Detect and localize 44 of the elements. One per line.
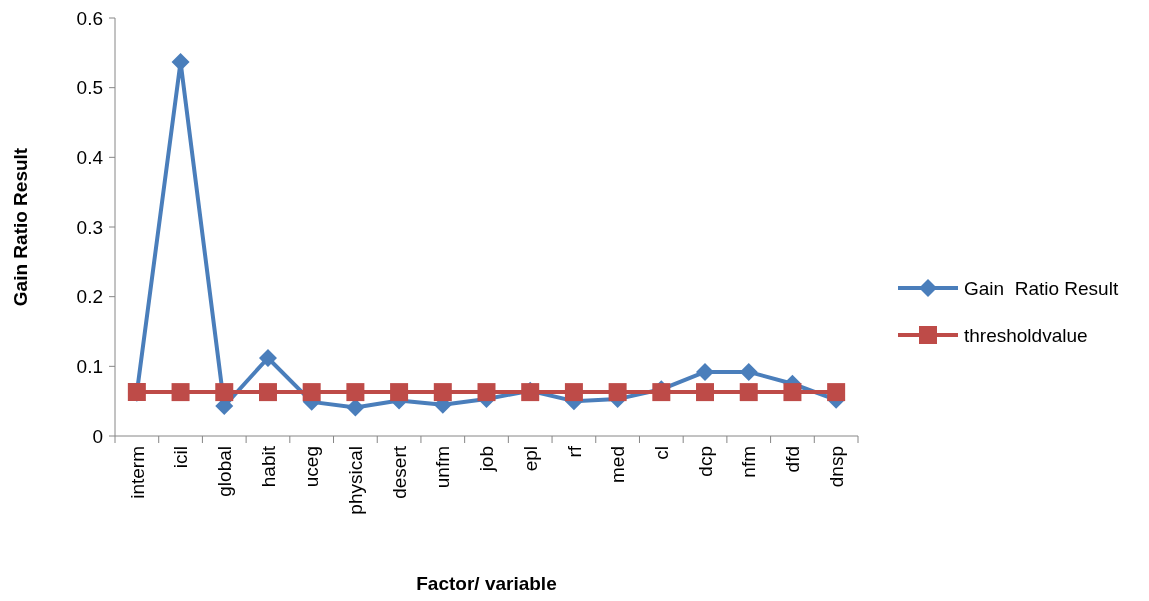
x-axis-title: Factor/ variable: [416, 573, 557, 594]
x-tick-label: med: [607, 446, 629, 483]
y-tick-label: 0.2: [76, 286, 103, 308]
y-tick-label: 0: [92, 425, 103, 447]
point: [302, 383, 321, 402]
point: [258, 383, 277, 402]
point: [827, 383, 846, 402]
point: [171, 52, 190, 71]
x-tick-label: icil: [170, 446, 192, 469]
point: [696, 383, 715, 402]
x-tick-label: interm: [126, 446, 148, 499]
x-tick-label: job: [476, 446, 498, 473]
point: [739, 383, 758, 402]
x-tick-label: desert: [388, 445, 410, 499]
point: [215, 383, 234, 402]
legend-label: Gain Ratio Result: [964, 277, 1119, 299]
x-tick-label: dcp: [694, 446, 716, 477]
y-tick-label: 0.3: [76, 216, 103, 238]
y-tick-label: 0.6: [76, 7, 103, 29]
x-tick-label: cl: [650, 446, 672, 460]
x-tick-label: global: [213, 446, 235, 497]
x-tick-label: epl: [519, 446, 541, 472]
legend-label: thresholdvalue: [964, 324, 1088, 346]
y-tick-label: 0.1: [76, 355, 103, 377]
y-axis-title: Gain Ratio Result: [10, 147, 31, 307]
x-tick-label: rf: [563, 445, 585, 458]
x-tick-label: dfd: [782, 446, 804, 473]
y-tick-label: 0.4: [76, 146, 104, 168]
x-tick-label: dnsp: [825, 446, 847, 488]
x-tick-label: physical: [345, 446, 367, 515]
point: [171, 383, 190, 402]
point: [258, 348, 277, 367]
point: [783, 383, 802, 402]
point: [433, 383, 452, 402]
x-tick-label: uceg: [301, 446, 323, 488]
point: [608, 383, 627, 402]
y-tick-label: 0.5: [76, 77, 103, 99]
x-tick-label: unfm: [432, 446, 454, 489]
x-tick-label: nfm: [738, 446, 760, 478]
point: [564, 383, 583, 402]
point: [477, 383, 496, 402]
x-tick-label: habit: [257, 445, 279, 488]
point: [390, 383, 409, 402]
point: [346, 383, 365, 402]
